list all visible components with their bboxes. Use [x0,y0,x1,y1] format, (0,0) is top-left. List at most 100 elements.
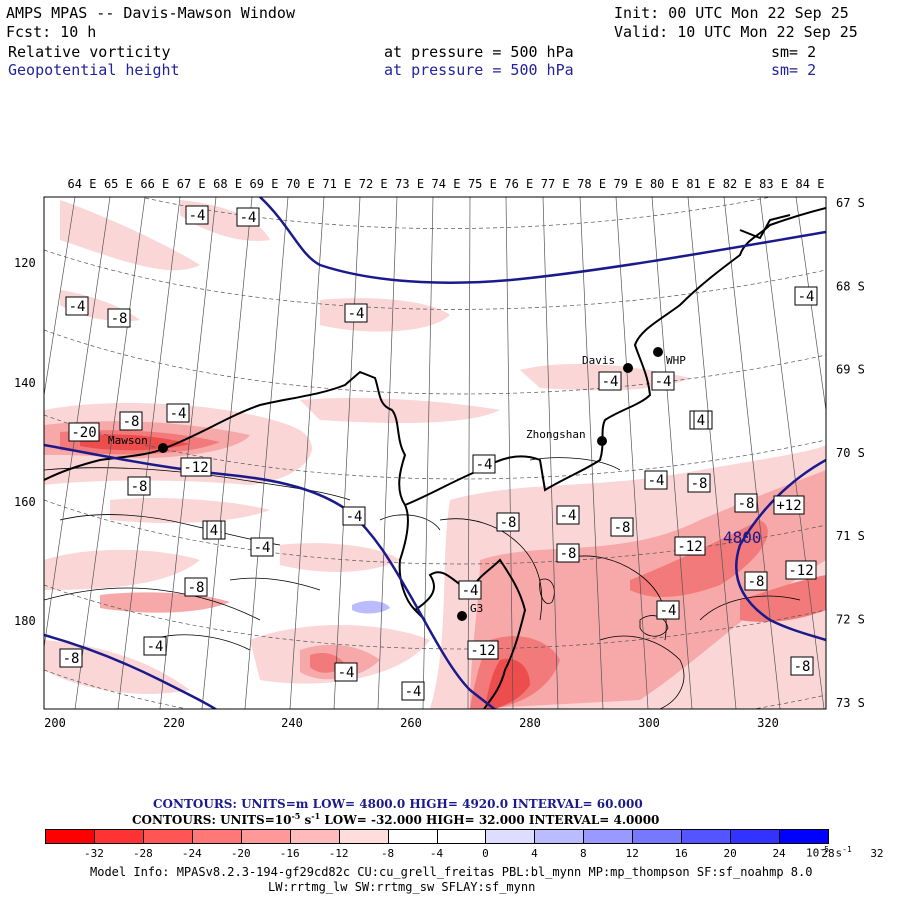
plot-frame [43,196,827,710]
meridians [44,197,826,709]
contour-label-box [794,286,818,306]
colorbar-unit-prefix: 10 [806,846,820,860]
colorbar-swatch [338,829,389,844]
model-info-line2: LW:rrtmg_lw SW:rrtmg_sw SFLAY:sf_mynn [268,880,536,894]
contour-label: -4 [254,540,271,556]
longitude-label: 77 E [541,177,570,191]
vorticity-contour-info-exp2: -1 [311,811,321,821]
colorbar-swatch [45,829,95,844]
contour-label: -4 [338,665,355,681]
longitude-label: 65 E [104,177,133,191]
latitude-label: 68 S [836,279,865,293]
colorbar-label: -24 [181,847,202,860]
field2-name: Geopotential height [8,61,180,79]
map-canvas: -20 -8 -4 -12 -8 -4 -4 -8 -4 -4 -4 -4 -4 -4 -4 -4 -4 -8 -4… [14,177,865,730]
contour-labels: -20 -8 -4 -12 -8 -4 -4 -8 -4 -4 -4 -4 -4 -4 -4 -4 -4 -8 -4… [59,205,818,701]
field1-level: at pressure = 500 hPa [384,43,574,61]
field1-smoothing: sm= 2 [771,43,817,61]
longitude-label: 69 E [250,177,279,191]
colorbar-label: -4 [429,847,444,860]
contour-label: -4 [240,210,257,226]
x-tick-240: 240 [281,716,303,730]
x-tick-200: 200 [44,716,66,730]
y-axis-labels: 120 140 160 180 [14,256,36,628]
contour-label-box [65,296,89,316]
colorbar-swatch [583,829,634,844]
contour-label-box [236,207,260,227]
longitude-label: 78 E [577,177,606,191]
contour-label: -4 [170,406,187,422]
colorbar-swatch [142,829,193,844]
height-contour-info: CONTOURS: UNITS=m LOW= 4800.0 HIGH= 4920… [153,797,643,811]
contour-label: -4 [462,583,479,599]
station-label-zhongshan: Zhongshan [526,428,586,441]
height-contours [44,197,826,709]
contour-label: -4 [648,473,665,489]
colorbar-swatch [387,829,438,844]
contour-label: -8 [614,520,631,536]
contour-label-box [734,493,758,513]
y-tick-140: 140 [14,376,36,390]
contour-label-box [467,640,499,660]
field1-name: Relative vorticity [8,43,171,61]
longitude-label: 83 E [759,177,788,191]
contour-label: -8 [63,651,80,667]
vorticity-contour-info: CONTOURS: UNITS=10-5 s-1 LOW= -32.000 HI… [132,811,659,827]
forecast-hour: Fcst: 10 h [6,23,97,41]
contour-label-box [334,662,358,682]
contour-label: -4 [476,457,493,473]
map-title: AMPS MPAS -- Davis-Mawson Window [6,4,295,22]
colorbar-swatch [289,829,340,844]
contour-label: +12 [776,498,801,514]
contour-label-box [744,571,768,591]
longitude-label: 66 E [140,177,169,191]
contour-label: -4 [346,509,363,525]
contour-label-box [556,543,580,563]
contour-label: -8 [111,311,128,327]
vorticity-contour-info-unit: s [300,813,312,827]
contour-label-box [166,403,190,423]
colorbar-label: 28 [821,847,835,860]
station-label-g3: G3 [470,602,483,615]
longitude-label: 74 E [432,177,461,191]
station-markers: Mawson Davis WHP Zhongshan G3 [108,347,686,621]
contour-label: -4 [655,374,672,390]
longitude-labels: 64 E 65 E 66 E 67 E 68 E 69 E 70 E 71 E 72 E 73 E… [68,177,825,191]
colorbar-swatch [730,829,781,844]
colorbar-unit-exp2: -1 [842,845,852,854]
contour-label: -8 [748,574,765,590]
longitude-label: 84 E [796,177,825,191]
colorbar-label: 12 [625,847,639,860]
vorticity-contour-info-prefix: CONTOURS: UNITS=10 [132,813,292,827]
y-tick-180: 180 [14,614,36,628]
colorbar-label: 8 [580,847,587,860]
contour-label-box [184,577,208,597]
contour-label: -4 [560,508,577,524]
colorbar-label: 4 [531,847,538,860]
contour-label-box [598,371,622,391]
colorbar-label: -12 [328,847,349,860]
contour-label: -8 [794,659,811,675]
contour-label: -4 [602,374,619,390]
longitude-label: 70 E [286,177,315,191]
longitude-label: 82 E [723,177,752,191]
contour-label-box [651,371,675,391]
contour-label: -12 [183,460,208,476]
latitude-label: 70 S [836,446,865,460]
colorbar-label: -8 [380,847,395,860]
station-dot-mawson [158,443,168,453]
longitude-label: 76 E [504,177,533,191]
vorticity-contour-info-exp: -5 [291,811,301,821]
contour-label-box [107,308,131,328]
contour-label-box [496,512,520,532]
colorbar-swatch [191,829,242,844]
station-label-whp: WHP [666,354,686,367]
contour-label: -4 [69,299,86,315]
colorbar-swatch [436,829,487,844]
contour-label-box [687,473,711,493]
colorbar-label: 0 [482,847,489,860]
latitude-label: 71 S [836,529,865,543]
contour-label: -8 [188,580,205,596]
contour-label-box [250,537,274,557]
contour-label: -8 [500,515,517,531]
